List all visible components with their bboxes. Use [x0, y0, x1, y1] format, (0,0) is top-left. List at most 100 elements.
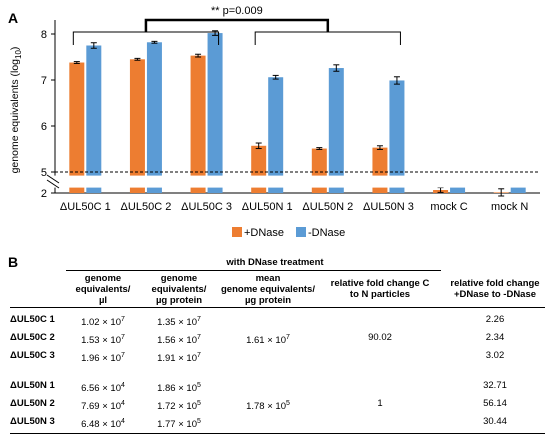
- x-tick-label: ΔUL50N 2: [302, 201, 353, 213]
- y-axis-label-sub: 10: [14, 50, 23, 59]
- group-header-rule: [66, 270, 441, 271]
- cell-ge-per-ug-exponent: 5: [196, 400, 201, 407]
- cell-ge-per-ul-mantissa: 1.96 × 10: [81, 353, 121, 365]
- cell-ge-per-ul-mantissa: 7.69 × 10: [81, 401, 121, 413]
- bar-minus-dnase: [207, 33, 223, 193]
- x-tick-label: ΔUL50N 3: [363, 201, 414, 213]
- group-header: with DNase treatment: [226, 257, 324, 268]
- cell-ge-per-ug: 1.56 × 107: [140, 332, 218, 346]
- cell-ge-per-ul-mantissa: 1.02 × 10: [81, 317, 121, 329]
- legend-label: +DNase: [244, 227, 284, 239]
- column-header-line: µl: [98, 295, 108, 306]
- bar-plus-dnase: [69, 62, 85, 193]
- cell-fold-c-to-n: 1: [377, 398, 383, 409]
- cell-fold-dnase: 2.26: [485, 314, 505, 325]
- column-header-line: genome equivalents/: [221, 284, 315, 295]
- cell-mean-ge: 1.61 × 107: [218, 332, 318, 346]
- cell-mean-ge-exponent: 5: [285, 400, 290, 407]
- cell-ge-per-ug: 1.86 × 105: [140, 380, 218, 394]
- x-tick-label: ΔUL50N 1: [242, 201, 293, 213]
- axis-break-mark: [46, 174, 60, 184]
- y-tick-label: 5: [41, 167, 47, 179]
- row-label: ΔUL50N 2: [10, 398, 55, 409]
- y-tick-label: 8: [41, 29, 47, 41]
- legend-swatch: [296, 227, 306, 237]
- cell-ge-per-ul-mantissa: 1.53 × 10: [81, 335, 121, 347]
- y-tick-label: 6: [41, 121, 47, 133]
- cell-ge-per-ug-mantissa: 1.91 × 10: [157, 353, 197, 365]
- row-label: ΔUL50N 1: [10, 380, 55, 391]
- cell-ge-per-ug-mantissa: 1.86 × 10: [157, 383, 197, 395]
- cell-fold-dnase: 2.34: [485, 332, 505, 343]
- cell-ge-per-ul-mantissa: 6.56 × 10: [81, 383, 121, 395]
- x-tick-label: ΔUL50C 3: [181, 201, 232, 213]
- cell-ge-per-ul-exponent: 4: [120, 418, 125, 425]
- cell-ge-per-ug-exponent: 5: [196, 382, 201, 389]
- bracket-comparison: [144, 18, 330, 32]
- cell-ge-per-ug-mantissa: 1.56 × 10: [157, 335, 197, 347]
- column-header-line: genome: [84, 273, 122, 284]
- cell-ge-per-ug-mantissa: 1.72 × 10: [157, 401, 197, 413]
- cell-fold-c-to-n: 90.02: [368, 332, 392, 343]
- y-tick-label: 7: [41, 75, 47, 87]
- cell-ge-per-ul: 1.02 × 107: [66, 314, 140, 328]
- cell-ge-per-ug-exponent: 7: [196, 316, 201, 323]
- bar-minus-dnase: [268, 77, 284, 193]
- header-rule: [10, 307, 545, 308]
- bracket-n-group: [254, 31, 401, 45]
- column-header-line: +DNase to -DNase: [453, 289, 537, 300]
- row-label: ΔUL50N 3: [10, 416, 55, 427]
- x-tick-label: ΔUL50C 1: [60, 201, 111, 213]
- bar-minus-dnase: [389, 80, 405, 193]
- column-header-line: relative fold change C: [330, 278, 430, 289]
- bar-chart: 2 5 6 7 8 genome equivalents (log10) ΔUL50C 1 Δ…: [9, 5, 542, 239]
- cell-ge-per-ul-exponent: 4: [120, 400, 125, 407]
- column-header-line: µg protein: [244, 295, 292, 306]
- cell-ge-per-ug-exponent: 5: [196, 418, 201, 425]
- cell-ge-per-ul: 1.53 × 107: [66, 332, 140, 346]
- bottom-rule: [10, 433, 545, 434]
- cell-ge-per-ul-exponent: 4: [120, 382, 125, 389]
- cell-mean-ge-mantissa: 1.78 × 10: [246, 401, 286, 413]
- significance-annotation: ** p=0.009: [211, 5, 263, 17]
- bar-plus-dnase: [190, 55, 206, 194]
- cell-ge-per-ug: 1.77 × 105: [140, 416, 218, 430]
- cell-fold-dnase: 56.14: [483, 398, 507, 409]
- cell-ge-per-ug-exponent: 7: [196, 352, 201, 359]
- x-tick-label: mock C: [430, 201, 467, 213]
- cell-ge-per-ug-mantissa: 1.35 × 10: [157, 317, 197, 329]
- y-tick-label: 2: [41, 188, 47, 200]
- column-header-line: genome: [160, 273, 198, 284]
- cell-ge-per-ug-mantissa: 1.77 × 10: [157, 419, 197, 431]
- legend-label: -DNase: [308, 227, 345, 239]
- column-header-line: relative fold change: [450, 278, 540, 289]
- cell-mean-ge-exponent: 7: [285, 334, 290, 341]
- cell-ge-per-ug-exponent: 7: [196, 334, 201, 341]
- axis-break-mark: [46, 179, 60, 189]
- bar-minus-dnase: [86, 45, 102, 193]
- cell-ge-per-ul: 1.96 × 107: [66, 350, 140, 364]
- cell-ge-per-ug: 1.72 × 105: [140, 398, 218, 412]
- column-header-line: to N particles: [349, 289, 411, 300]
- column-header-line: equivalents/: [75, 284, 131, 295]
- cell-fold-dnase: 32.71: [483, 380, 507, 391]
- cell-ge-per-ul: 7.69 × 104: [66, 398, 140, 412]
- cell-ge-per-ug: 1.91 × 107: [140, 350, 218, 364]
- column-header-line: mean: [255, 273, 281, 284]
- cell-ge-per-ul-exponent: 7: [120, 316, 125, 323]
- cell-mean-ge: 1.78 × 105: [218, 398, 318, 412]
- y-axis-label-end: ): [9, 47, 21, 51]
- column-header-line: µg protein: [155, 295, 203, 306]
- panel-a-letter: A: [8, 10, 19, 26]
- x-tick-label: ΔUL50C 2: [121, 201, 172, 213]
- y-axis-label-main: genome equivalents (log: [9, 59, 21, 174]
- cell-ge-per-ul: 6.48 × 104: [66, 416, 140, 430]
- cell-fold-dnase: 3.02: [485, 350, 505, 361]
- row-label: ΔUL50C 2: [10, 332, 55, 343]
- x-tick-label: mock N: [491, 201, 528, 213]
- bar-minus-dnase: [510, 187, 526, 193]
- legend-swatch: [232, 227, 242, 237]
- row-label: ΔUL50C 1: [10, 314, 55, 325]
- axis-break-gap: [47, 175, 542, 188]
- cell-fold-dnase: 30.44: [483, 416, 507, 427]
